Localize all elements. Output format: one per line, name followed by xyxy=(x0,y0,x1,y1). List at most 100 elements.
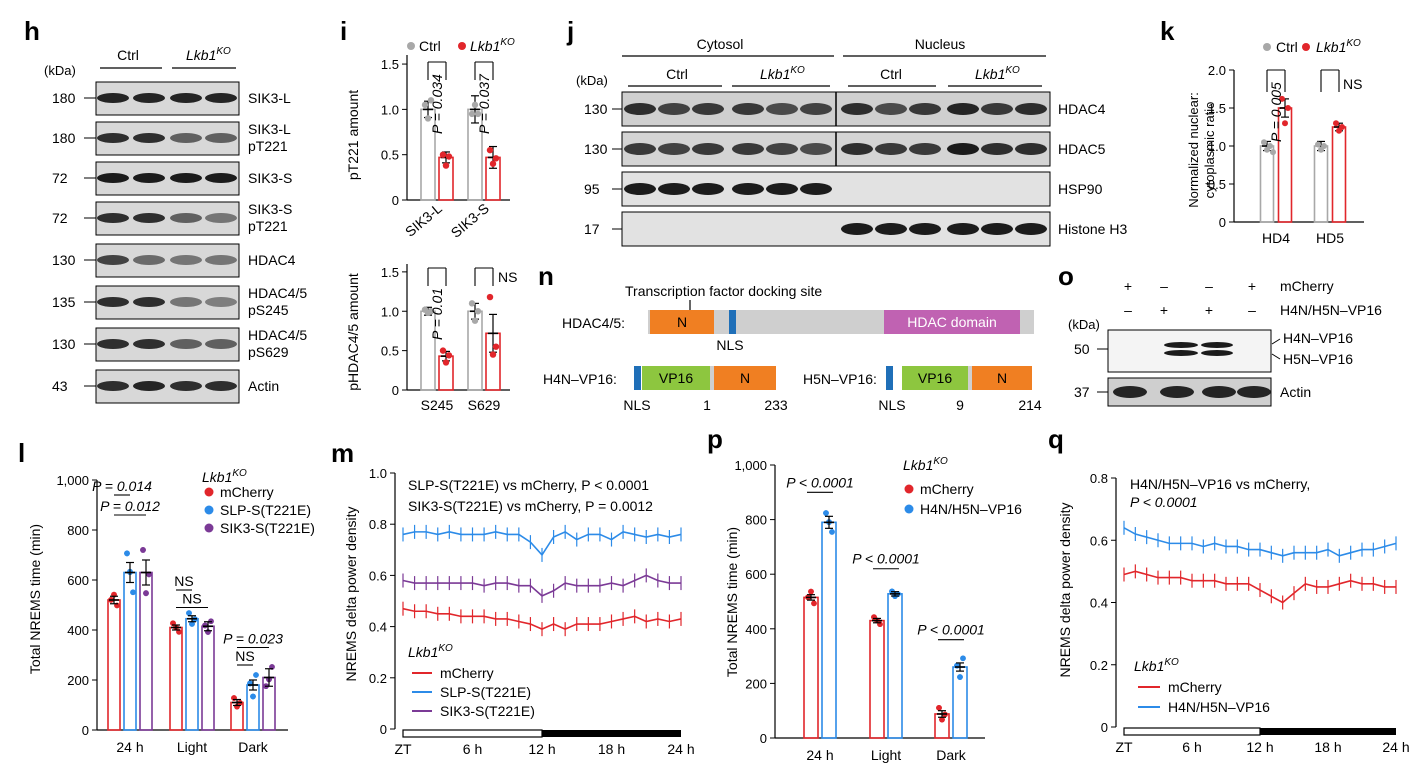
blot-label: SIK3-S xyxy=(248,170,292,186)
data-point xyxy=(130,589,136,595)
y-axis-label: NREMS delta power density xyxy=(1057,502,1073,677)
bar-ctrl xyxy=(1259,145,1275,223)
blot-band xyxy=(97,173,129,183)
panel-label-j: j xyxy=(566,16,574,46)
x-tick-label: 6 h xyxy=(463,741,482,757)
y-axis-label: Normalized nuclear: xyxy=(1186,92,1201,208)
blot-band xyxy=(1015,223,1047,235)
legend-title: Lkb1KO xyxy=(903,456,948,473)
legend-label: mCherry xyxy=(920,481,974,497)
blot-band xyxy=(875,143,907,155)
mw-label: 180 xyxy=(52,130,76,146)
vp16-row-label: H4N/H5N–VP16 xyxy=(1280,302,1382,318)
y-tick-label: 0 xyxy=(380,722,387,737)
blot-band xyxy=(841,223,873,235)
blot-label: Histone H3 xyxy=(1058,221,1127,237)
x-tick-label: HD5 xyxy=(1316,230,1344,246)
data-point xyxy=(1279,95,1285,102)
blot-band xyxy=(909,223,941,235)
y-tick-label: 1.0 xyxy=(1208,139,1226,154)
data-point xyxy=(489,351,497,358)
data-point xyxy=(829,529,835,535)
blot-label-sub: pT221 xyxy=(248,138,288,154)
svg-text:VP16: VP16 xyxy=(659,370,693,386)
blot-band xyxy=(97,133,129,143)
mw-label: 72 xyxy=(52,210,68,226)
y-tick-label: 200 xyxy=(745,676,767,691)
blot-label: HSP90 xyxy=(1058,181,1103,197)
blot-band xyxy=(133,93,165,103)
legend-marker xyxy=(204,487,214,497)
legend-label: mCherry xyxy=(1168,679,1222,695)
p-value: NS xyxy=(1343,76,1362,92)
y-tick-label: 0.5 xyxy=(381,344,399,359)
data-point xyxy=(808,588,814,595)
bar xyxy=(201,625,215,731)
bar-ko xyxy=(1331,126,1347,223)
blot-band xyxy=(658,143,690,155)
svg-text:HDAC domain: HDAC domain xyxy=(907,314,996,330)
blot-band xyxy=(1160,386,1194,398)
y-tick-label: 0.4 xyxy=(369,620,387,635)
blot-label: HDAC5 xyxy=(1058,141,1106,157)
blot-label: SIK3-L xyxy=(248,90,291,106)
blot-band xyxy=(981,143,1013,155)
bar xyxy=(887,593,903,739)
nls-box xyxy=(729,310,736,334)
y-tick-label: 1.0 xyxy=(381,102,399,117)
blot-band xyxy=(97,93,129,103)
blot-band xyxy=(170,133,202,143)
data-point xyxy=(486,293,494,301)
h5n-label: H5N–VP16: xyxy=(803,371,877,387)
data-point xyxy=(1267,143,1273,149)
blot-band xyxy=(800,143,832,155)
x-tick-label: Light xyxy=(871,747,901,763)
y-tick-label: 200 xyxy=(67,673,89,688)
blot-band xyxy=(205,133,237,143)
blot-band xyxy=(170,381,202,391)
data-point xyxy=(140,547,146,553)
y-tick-label: 0 xyxy=(760,731,767,746)
blot-band xyxy=(170,339,202,349)
mw-label: 43 xyxy=(52,378,68,394)
mw-label: 17 xyxy=(584,221,600,237)
bar xyxy=(169,626,183,731)
panel-m: m NREMS delta power density SLP-S(T221E)… xyxy=(331,438,695,757)
y-tick-label: 600 xyxy=(745,567,767,582)
x-tick-label: 24 h xyxy=(667,741,694,757)
lane-sign: – xyxy=(1160,278,1168,294)
blot-band xyxy=(692,103,724,115)
panel-label-q: q xyxy=(1048,424,1064,454)
stat-line-2: SIK3-S(T221E) vs mCherry, P = 0.0012 xyxy=(408,498,653,514)
blot-label: SIK3-L xyxy=(248,121,291,137)
blot-band xyxy=(909,103,941,115)
data-point xyxy=(124,550,130,556)
panel-j: j Cytosol Nucleus Ctrl Lkb1KO Ctrl Lkb1K… xyxy=(566,16,1127,247)
data-point xyxy=(468,300,476,307)
y-tick-label: 0.8 xyxy=(369,517,387,532)
bar xyxy=(185,617,199,731)
x-tick-label: 6 h xyxy=(1182,739,1201,755)
x-tick-label: Dark xyxy=(936,747,967,763)
blot-band xyxy=(1015,143,1047,155)
lane-sign: – xyxy=(1124,302,1132,318)
data-point xyxy=(1270,149,1276,156)
blot-band xyxy=(624,143,656,155)
data-point xyxy=(811,600,817,607)
x-tick-label: Dark xyxy=(238,739,269,755)
blot-band xyxy=(732,183,764,195)
nls-label: NLS xyxy=(716,337,743,353)
blot-band xyxy=(170,93,202,103)
data-point xyxy=(939,716,945,723)
y-tick-label: 0 xyxy=(1101,720,1108,735)
panel-label-o: o xyxy=(1058,261,1074,291)
svg-text:NLS: NLS xyxy=(878,397,905,413)
blot-band xyxy=(841,103,873,115)
p-value: P = 0.023 xyxy=(223,631,283,647)
blot-band xyxy=(909,143,941,155)
mw-label: 72 xyxy=(52,170,68,186)
panel-label-p: p xyxy=(707,424,723,454)
n-domain xyxy=(972,366,1032,390)
y-tick-label: 0.5 xyxy=(381,148,399,163)
y-tick-label: 0 xyxy=(392,193,399,208)
